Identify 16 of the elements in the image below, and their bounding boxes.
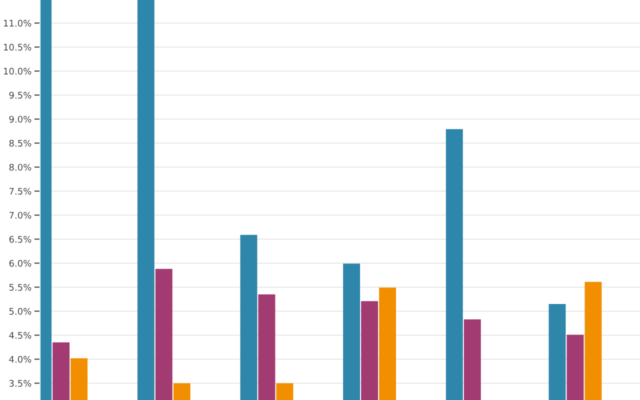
y-tick-label: 10.5% — [4, 44, 32, 51]
y-tick-label: 8.5% — [9, 140, 32, 147]
y-tick-label: 6.5% — [9, 236, 32, 243]
y-tick-label: 5.0% — [9, 308, 32, 315]
y-tick-label: 7.5% — [9, 188, 32, 195]
y-tick-label: 6.0% — [9, 260, 32, 267]
y-tick-label: 9.5% — [9, 92, 32, 99]
y-tick-label: 9.0% — [9, 116, 32, 123]
y-tick-label: 5.5% — [9, 284, 32, 291]
y-tick-label: 8.0% — [9, 164, 32, 171]
y-tick-label: 7.0% — [9, 212, 32, 219]
y-tick-label: 10.0% — [4, 68, 32, 75]
y-tick-label: 11.0% — [4, 20, 32, 27]
y-tick-label: 3.5% — [9, 380, 32, 387]
y-tick-label: 4.5% — [9, 332, 32, 339]
y-tick-label: 4.0% — [9, 356, 32, 363]
